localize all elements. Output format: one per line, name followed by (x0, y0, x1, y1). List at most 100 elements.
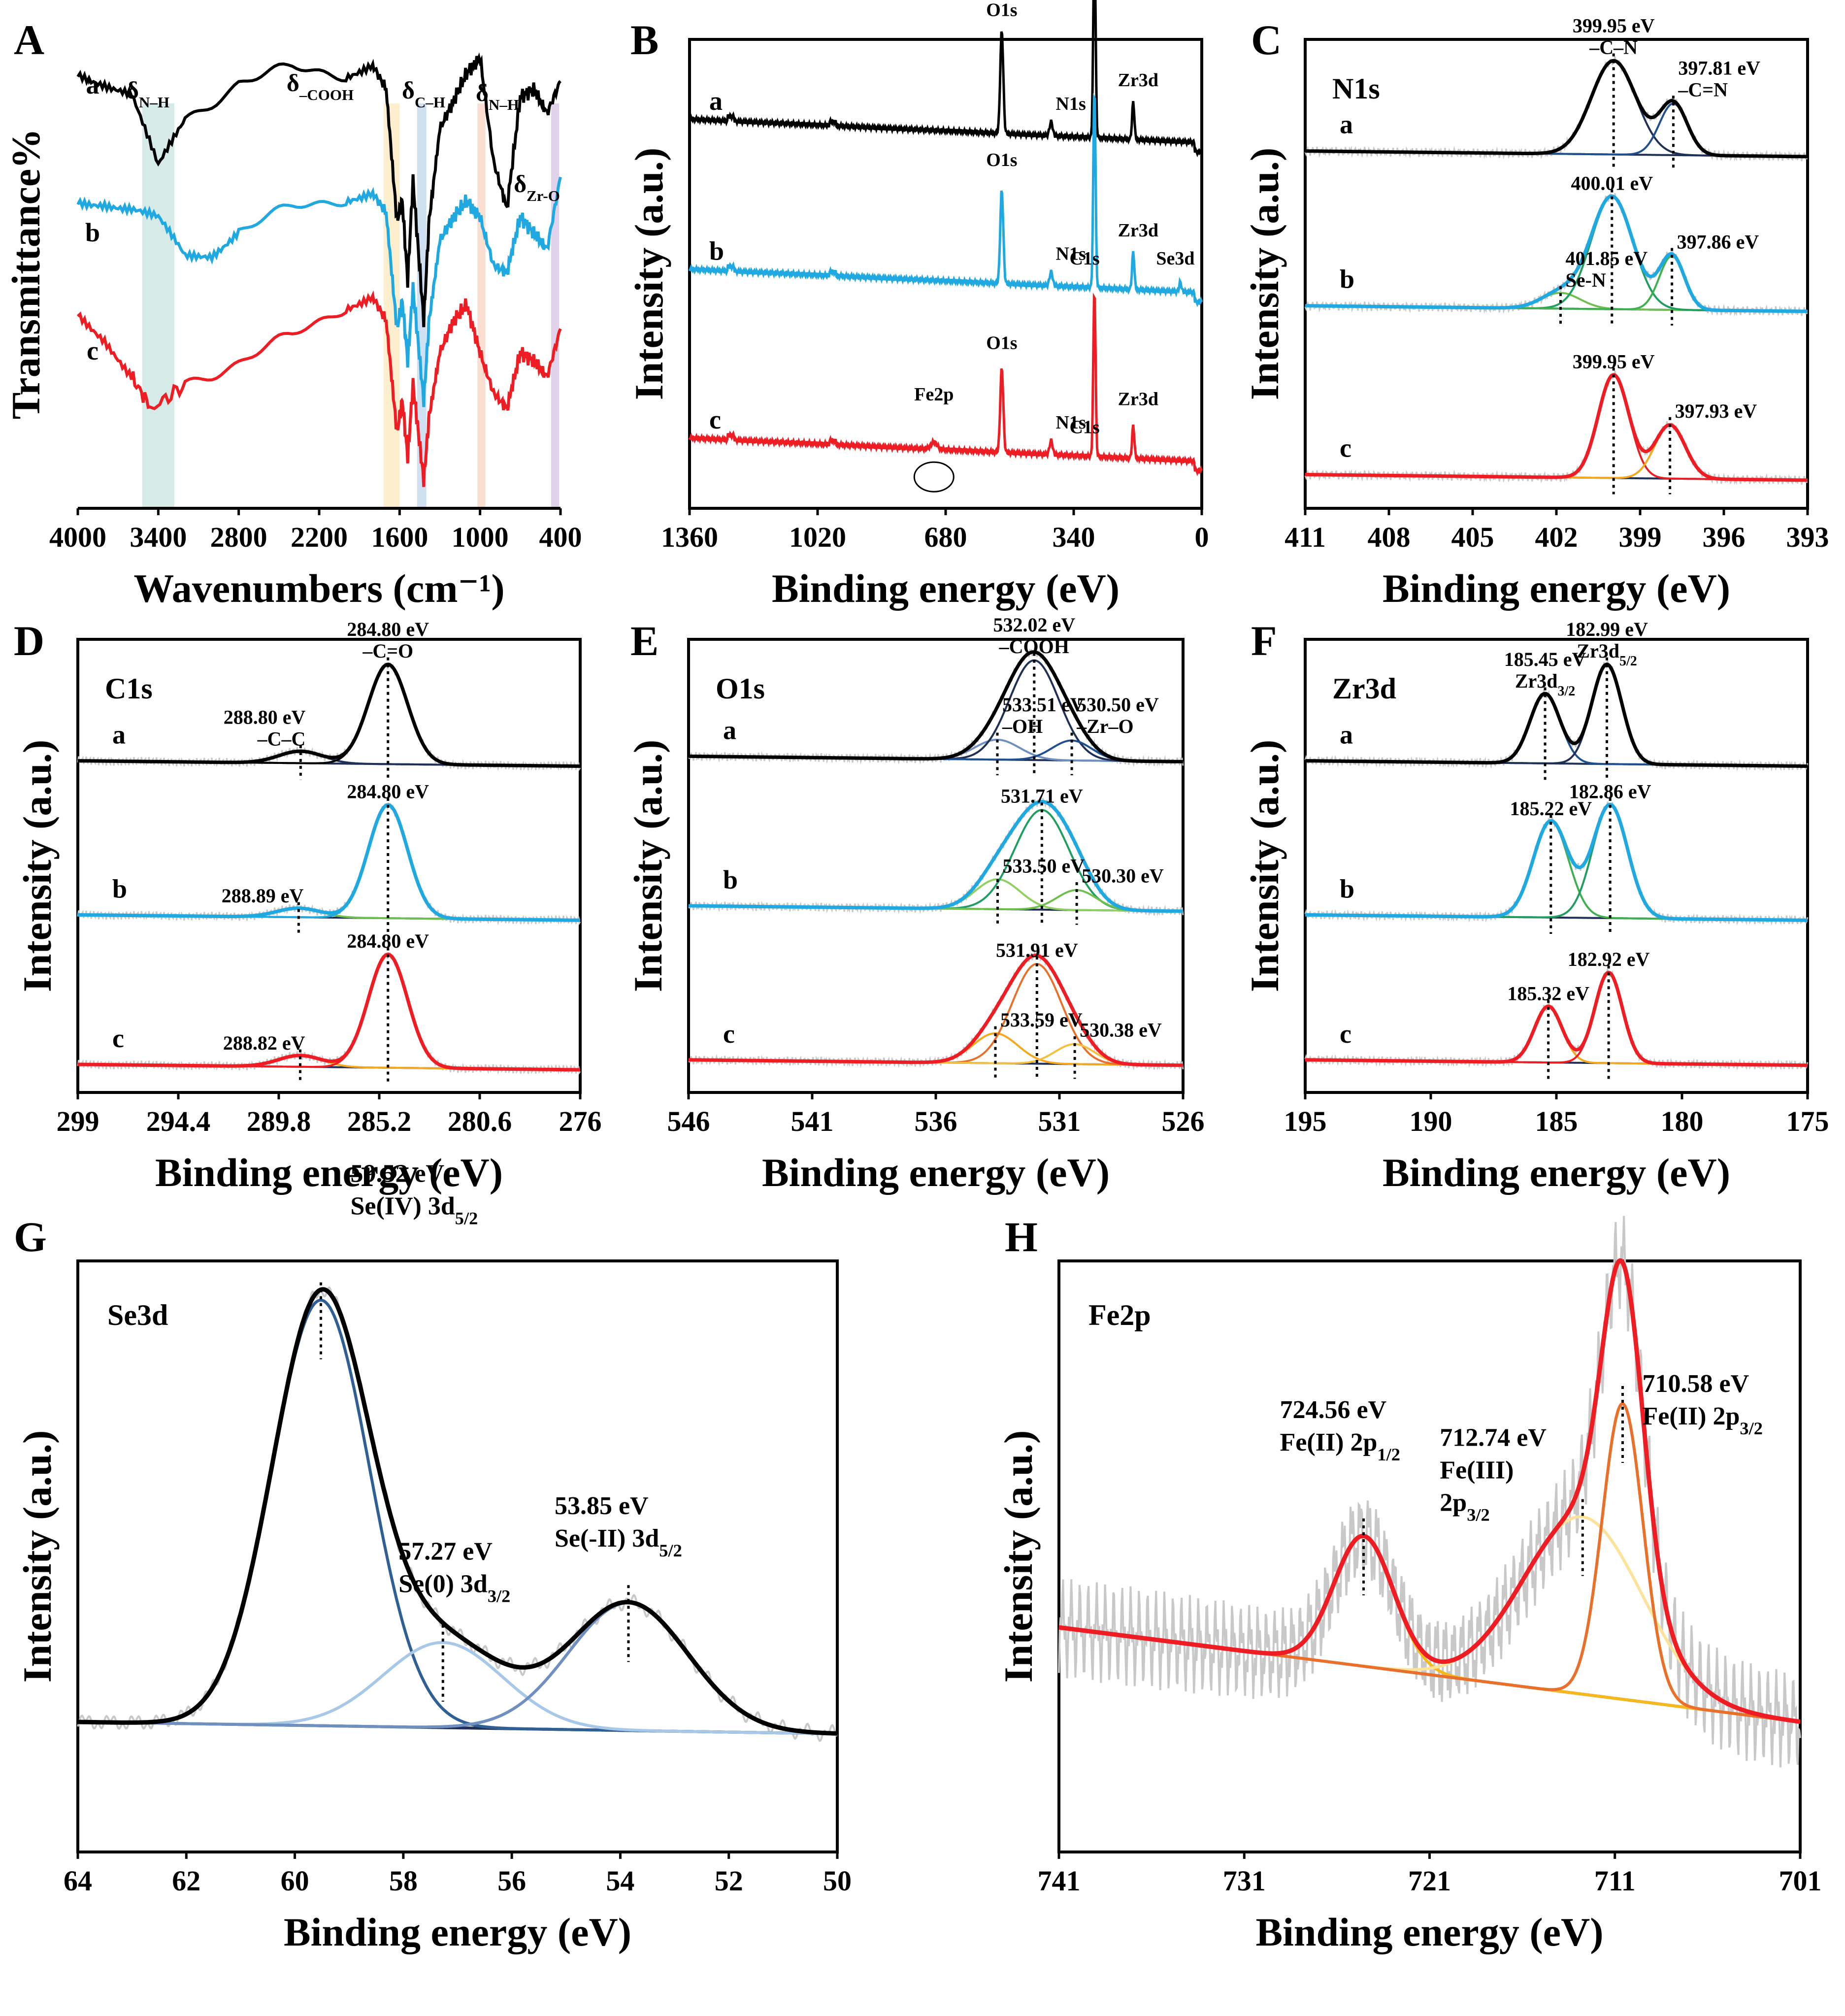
peak-label: Zr3d3/2 (1515, 670, 1575, 699)
peak-label: 53.85 eV (555, 1492, 649, 1520)
fit-envelope (1058, 1258, 1801, 1724)
x-tick-label: 1020 (789, 521, 846, 553)
x-tick-label: 50 (823, 1865, 852, 1897)
x-axis-title: Binding energy (eV) (772, 566, 1120, 611)
peak-label: 397.93 eV (1675, 400, 1757, 422)
x-axis-title: Binding energy (eV) (1255, 1910, 1603, 1954)
fit-component (689, 963, 1183, 1066)
peak-label: 185.22 eV (1510, 797, 1592, 820)
survey-curve-a (688, 0, 1203, 158)
raw-data (1304, 370, 1808, 486)
raw-data (1304, 801, 1809, 925)
plot-frame (1304, 38, 1809, 510)
fit-component (1305, 374, 1808, 481)
band-annotation: δ–COOH (287, 69, 354, 103)
y-axis-title: Intensity (a.u.) (996, 1430, 1041, 1683)
fit-envelope-c (689, 954, 1183, 1067)
peak-label: Zr3d5/2 (1577, 640, 1637, 669)
peak-label: 2p3/2 (1440, 1489, 1489, 1525)
x-tick-label: 2200 (291, 521, 348, 553)
peak-label: 59.52 eV (350, 1160, 444, 1188)
panel-a: A 4000 3400 2800 2200 1600 1000 400 Wavenumbers … (3, 16, 582, 611)
raw-data (688, 796, 1184, 917)
panel-c: C 411 408 405 402 399 396 393 Binding energy (eV… (1242, 15, 1829, 611)
y-axis-title: Transmittance% (3, 129, 48, 420)
band-annotation: δZr-O (514, 170, 560, 204)
ftir-band (142, 103, 174, 508)
peak-label: 533.50 eV (1003, 855, 1085, 877)
x-tick-label: 52 (715, 1865, 743, 1897)
fit-component (1305, 196, 1808, 313)
fit-component (78, 663, 580, 767)
x-tick-label: 276 (559, 1105, 602, 1137)
x-axis-title: Binding energy (eV) (762, 1150, 1110, 1195)
raw-data (1304, 193, 1808, 317)
peak-label: –COOH (999, 635, 1069, 658)
fit-envelope-c (78, 953, 580, 1072)
x-axis-title: Binding energy (eV) (155, 1150, 503, 1195)
panel-f: F 195 190 185 180 175 Binding energy (eV) Inten… (1242, 617, 1829, 1195)
fit-component (78, 804, 580, 922)
raw-data (1058, 1216, 1801, 1768)
peak-label: –Zr–O (1076, 715, 1134, 737)
element-label: O1s (716, 672, 765, 705)
peak-label: 399.95 eV (1573, 15, 1655, 37)
x-tick-label: 399 (1619, 521, 1662, 553)
peak-label: 530.50 eV (1077, 694, 1159, 716)
x-axis-title: Wavenumbers (cm⁻¹) (133, 566, 504, 611)
ftir-band (477, 103, 486, 508)
x-tick-label: 56 (497, 1865, 526, 1897)
fit-component (689, 809, 1183, 912)
fit-envelope-a (1305, 59, 1808, 159)
peak-label: 288.89 eV (222, 885, 304, 907)
panel-g: G 64 62 60 58 56 54 52 50 Binding energy (eV) Inte… (14, 1160, 852, 1954)
ftir-curve-c (76, 290, 562, 487)
peak-label: 532.02 eV (993, 614, 1075, 636)
peak-label: 182.86 eV (1569, 780, 1651, 802)
peak-label-n1s: N1s (1056, 94, 1086, 114)
peak-label: 533.51 eV (1002, 694, 1085, 716)
peak-label: Se(0) 3d3/2 (398, 1570, 510, 1606)
x-tick-label: 411 (1285, 521, 1326, 553)
fit-envelope-b (689, 800, 1183, 913)
peak-label: 57.27 eV (398, 1538, 493, 1566)
curve-letter-c: c (1340, 1019, 1351, 1049)
fit-envelope-c (1305, 970, 1808, 1067)
curve-letter-b: b (723, 865, 738, 894)
x-tick-label: 195 (1284, 1105, 1327, 1137)
raw-data (77, 952, 581, 1075)
curve-letter-a: a (1340, 109, 1353, 139)
band-annotation: δN–H (126, 76, 169, 111)
curve-letter-c: c (1340, 433, 1351, 463)
fit-component (1305, 424, 1808, 481)
peak-label-c1s: C1s (1069, 417, 1099, 438)
peak-label-se3d: Se3d (1156, 248, 1194, 269)
curve-letter-b: b (1340, 874, 1354, 903)
x-tick-label: 64 (64, 1865, 92, 1897)
ftir-curve-a (76, 52, 561, 328)
peak-label: 284.80 eV (347, 618, 429, 640)
x-tick-label: 289.8 (247, 1105, 311, 1137)
x-tick-label: 1600 (371, 521, 428, 553)
x-tick-label: 54 (606, 1865, 634, 1897)
curve-letter-c: c (87, 336, 99, 365)
peak-label-fe2p: Fe2p (914, 384, 954, 405)
fit-envelope-c (1305, 373, 1808, 482)
x-tick-label: 175 (1786, 1105, 1829, 1137)
peak-label-n1s: N1s (1056, 412, 1086, 433)
ftir-curve-b (76, 176, 562, 407)
peak-label: Fe(III) (1440, 1456, 1514, 1485)
raw-data (77, 661, 581, 771)
fit-envelope-b (78, 803, 580, 922)
x-tick-label: 1360 (661, 521, 718, 553)
fe2p-highlight-circle (913, 461, 955, 493)
curve-letter-b: b (112, 874, 127, 903)
panel-letter: D (14, 617, 44, 664)
x-tick-label: 4000 (49, 521, 106, 553)
survey-curve-c (688, 292, 1203, 477)
curve-letter-c: c (723, 1019, 735, 1049)
x-tick-label: 285.2 (347, 1105, 412, 1137)
y-axis-title: Intensity (a.u.) (1242, 148, 1287, 400)
x-tick-label: 526 (1162, 1105, 1205, 1137)
